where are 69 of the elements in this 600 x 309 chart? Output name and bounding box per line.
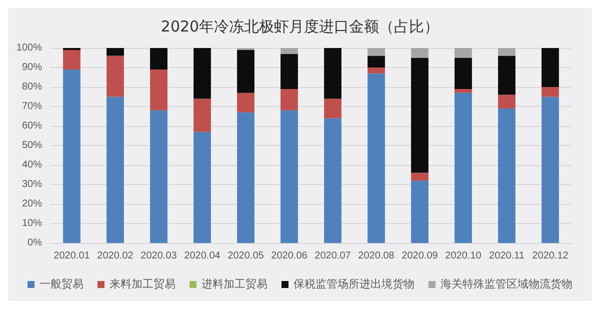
bar [454, 92, 472, 243]
y-tick-label: 50% [22, 140, 42, 151]
legend-label: 海关特殊监管区域物流货物 [440, 278, 572, 290]
x-tick-label: 2020.06 [271, 250, 308, 262]
bar [150, 69, 168, 110]
bar [237, 50, 254, 93]
bar [498, 56, 516, 95]
y-tick-label: 90% [22, 62, 42, 73]
bar [194, 98, 211, 132]
x-tick-label: 2020.03 [140, 250, 178, 262]
x-tick-label: 2020.07 [314, 250, 352, 262]
y-tick-label: 100% [16, 42, 42, 54]
bar [454, 88, 472, 93]
bar [237, 112, 254, 243]
bar [542, 87, 559, 97]
x-tick-label: 2020.11 [489, 250, 525, 262]
bar [194, 48, 211, 99]
bar [237, 92, 254, 112]
bar [280, 54, 298, 89]
x-tick-label: 2020.01 [54, 250, 90, 262]
bar [324, 118, 342, 243]
bar [63, 50, 80, 70]
y-tick-label: 70% [22, 101, 42, 112]
y-tick-label: 10% [22, 218, 42, 229]
legend-label: 来料加工贸易 [110, 278, 176, 290]
bar [150, 110, 168, 243]
x-tick-label: 2020.02 [97, 250, 134, 262]
bar [411, 58, 428, 173]
bar [368, 68, 385, 74]
bar [106, 48, 124, 56]
bar [411, 172, 428, 181]
x-tick-label: 2020.08 [358, 250, 395, 262]
bar [411, 48, 428, 58]
bar [324, 98, 342, 118]
x-tick-label: 2020.09 [402, 250, 438, 262]
bar [280, 110, 298, 243]
y-tick-label: 40% [22, 160, 42, 170]
bar [498, 108, 516, 243]
x-tick-label: 2020.12 [532, 250, 569, 262]
y-tick-label: 30% [22, 179, 42, 190]
bar [280, 88, 298, 110]
bar [324, 48, 342, 99]
bar [454, 48, 472, 58]
y-tick-label: 80% [22, 82, 42, 92]
bar [542, 48, 559, 87]
y-tick-label: 60% [22, 120, 42, 132]
bar [106, 56, 124, 97]
x-tick-label: 2020.10 [445, 250, 482, 262]
bar [498, 94, 516, 108]
bar [411, 180, 428, 243]
x-tick-label: 2020.04 [184, 250, 221, 262]
legend-label: 保税监管场所进出境货物 [294, 278, 414, 290]
y-tick-label: 0% [28, 238, 42, 248]
y-tick-label: 20% [22, 198, 42, 210]
bar [194, 132, 211, 243]
bar [498, 48, 516, 56]
bar [280, 48, 298, 54]
bar [368, 73, 385, 243]
bar [454, 58, 472, 89]
bar [150, 48, 168, 70]
legend-label: 进料加工贸易 [202, 278, 268, 290]
x-tick-label: 2020.05 [228, 250, 264, 262]
bar [63, 69, 80, 243]
bar [542, 96, 559, 243]
bar [368, 56, 385, 68]
legend-label: 一般贸易 [40, 278, 84, 290]
chart-title: 2020年冷冻北极虾月度进口金额（占比） [160, 18, 440, 36]
bar [106, 96, 124, 243]
bar [368, 48, 385, 56]
